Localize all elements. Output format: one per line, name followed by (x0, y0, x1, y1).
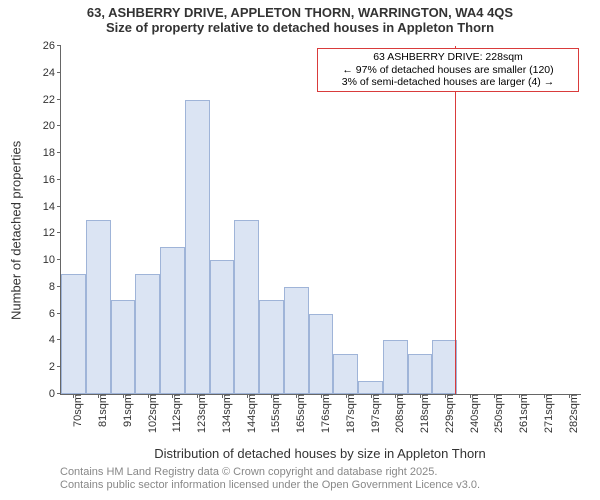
x-tick-label: 144sqm (244, 394, 258, 433)
x-tick-label: 81sqm (95, 394, 109, 427)
x-tick-label: 208sqm (392, 394, 406, 433)
histogram-bar (234, 220, 259, 394)
x-tick-mark (420, 394, 421, 398)
y-tick-label: 20 (43, 120, 61, 132)
x-tick-label: 229sqm (442, 394, 456, 433)
x-tick-mark (73, 394, 74, 398)
y-tick-label: 24 (43, 67, 61, 79)
x-tick-mark (98, 394, 99, 398)
histogram-bar (61, 274, 86, 394)
y-tick-label: 10 (43, 254, 61, 266)
x-tick-mark (346, 394, 347, 398)
histogram-bar (333, 354, 358, 394)
x-tick-label: 134sqm (219, 394, 233, 433)
histogram-bar (86, 220, 111, 394)
x-axis-label: Distribution of detached houses by size … (60, 446, 580, 461)
histogram-bar (432, 340, 457, 394)
y-tick-mark (57, 259, 61, 260)
histogram-bar (185, 100, 210, 394)
x-tick-mark (271, 394, 272, 398)
y-tick-mark (57, 72, 61, 73)
x-tick-label: 187sqm (343, 394, 357, 433)
y-tick-label: 12 (43, 227, 61, 239)
title-line-2: Size of property relative to detached ho… (0, 21, 600, 36)
x-tick-label: 218sqm (417, 394, 431, 433)
histogram-bar (210, 260, 235, 394)
x-tick-mark (148, 394, 149, 398)
histogram-bar (259, 300, 284, 394)
x-tick-label: 112sqm (169, 394, 183, 432)
x-tick-label: 91sqm (120, 394, 134, 427)
histogram-bar (111, 300, 136, 394)
x-tick-mark (519, 394, 520, 398)
x-tick-label: 271sqm (541, 394, 555, 433)
y-tick-label: 18 (43, 147, 61, 159)
x-tick-mark (445, 394, 446, 398)
y-tick-label: 0 (49, 388, 61, 400)
x-tick-mark (544, 394, 545, 398)
title-line-1: 63, ASHBERRY DRIVE, APPLETON THORN, WARR… (0, 6, 600, 21)
x-tick-label: 240sqm (467, 394, 481, 433)
x-tick-mark (494, 394, 495, 398)
x-tick-label: 155sqm (268, 394, 282, 433)
histogram-bar (284, 287, 309, 394)
footer-line-2: Contains public sector information licen… (60, 479, 480, 492)
annotation-box: 63 ASHBERRY DRIVE: 228sqm← 97% of detach… (317, 48, 579, 92)
x-tick-mark (371, 394, 372, 398)
footer-line-1: Contains HM Land Registry data © Crown c… (60, 466, 480, 479)
x-tick-label: 282sqm (566, 394, 580, 433)
x-tick-label: 197sqm (368, 394, 382, 433)
reference-line (455, 46, 456, 394)
y-tick-mark (57, 179, 61, 180)
x-tick-mark (470, 394, 471, 398)
x-tick-label: 102sqm (145, 394, 159, 433)
x-tick-label: 250sqm (491, 394, 505, 433)
chart-title: 63, ASHBERRY DRIVE, APPLETON THORN, WARR… (0, 0, 600, 36)
annotation-line: 3% of semi-detached houses are larger (4… (322, 76, 574, 89)
y-tick-mark (57, 125, 61, 126)
x-tick-mark (569, 394, 570, 398)
annotation-line: 63 ASHBERRY DRIVE: 228sqm (322, 51, 574, 64)
y-tick-label: 26 (43, 40, 61, 52)
y-axis-label: Number of detached properties (9, 141, 24, 320)
histogram-bar (160, 247, 185, 394)
y-tick-label: 2 (49, 361, 61, 373)
histogram-bar (135, 274, 160, 394)
x-tick-mark (222, 394, 223, 398)
x-tick-mark (123, 394, 124, 398)
histogram-bar (383, 340, 408, 394)
histogram-bar (309, 314, 334, 394)
y-tick-label: 4 (49, 334, 61, 346)
x-tick-label: 123sqm (194, 394, 208, 433)
footer-attribution: Contains HM Land Registry data © Crown c… (60, 466, 480, 492)
y-tick-mark (57, 45, 61, 46)
y-tick-label: 22 (43, 94, 61, 106)
x-tick-mark (247, 394, 248, 398)
chart-container: 63, ASHBERRY DRIVE, APPLETON THORN, WARR… (0, 0, 600, 500)
x-tick-mark (321, 394, 322, 398)
x-tick-label: 261sqm (516, 394, 530, 433)
histogram-bar (358, 381, 383, 394)
y-tick-mark (57, 99, 61, 100)
annotation-line: ← 97% of detached houses are smaller (12… (322, 64, 574, 77)
x-tick-mark (197, 394, 198, 398)
y-tick-mark (57, 206, 61, 207)
plot-area: 0246810121416182022242670sqm81sqm91sqm10… (60, 46, 581, 395)
y-tick-label: 14 (43, 201, 61, 213)
x-tick-mark (395, 394, 396, 398)
x-tick-label: 70sqm (70, 394, 84, 427)
x-tick-label: 176sqm (318, 394, 332, 433)
y-tick-label: 16 (43, 174, 61, 186)
y-tick-mark (57, 232, 61, 233)
y-tick-mark (57, 152, 61, 153)
y-tick-label: 6 (49, 308, 61, 320)
y-tick-label: 8 (49, 281, 61, 293)
histogram-bar (408, 354, 433, 394)
x-tick-label: 165sqm (293, 394, 307, 433)
x-tick-mark (172, 394, 173, 398)
x-tick-mark (296, 394, 297, 398)
